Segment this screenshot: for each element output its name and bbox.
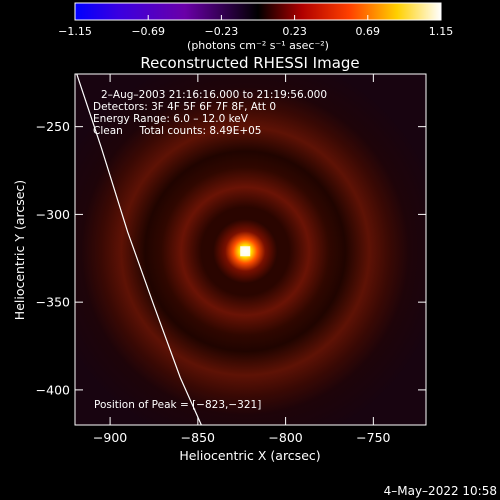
x-tick-label: −800 xyxy=(268,430,302,445)
y-tick-label: −350 xyxy=(36,295,70,310)
colorbar-ticks: −1.15 −0.69 −0.23 0.23 0.69 1.15 xyxy=(58,15,453,38)
colorbar-tick-label: −1.15 xyxy=(58,25,92,38)
colorbar-tick-label: 0.23 xyxy=(282,25,307,38)
info-line-time: 2–Aug–2003 21:16:16.000 to 21:19:56.000 xyxy=(101,89,327,101)
y-tick-label: −400 xyxy=(36,382,70,397)
y-tick-label: −250 xyxy=(36,119,70,134)
y-tick-label: −300 xyxy=(36,207,70,222)
x-axis-label: Heliocentric X (arcsec) xyxy=(179,448,320,463)
colorbar xyxy=(74,2,442,21)
plot-frame xyxy=(74,73,427,426)
info-line-counts: Clean Total counts: 8.49E+05 xyxy=(93,125,262,137)
y-axis-ticks: −250 −300 −350 −400 xyxy=(36,119,426,397)
peak-position-label: Position of Peak = [−823,−321] xyxy=(94,399,261,411)
chart-title: Reconstructed RHESSI Image xyxy=(140,54,359,72)
x-tick-label: −900 xyxy=(93,430,127,445)
x-axis-ticks: −900 −850 −800 −750 xyxy=(93,74,391,445)
info-line-detectors: Detectors: 3F 4F 5F 6F 7F 8F, Att 0 xyxy=(93,101,276,113)
colorbar-tick-label: 1.15 xyxy=(429,25,454,38)
info-block: 2–Aug–2003 21:16:16.000 to 21:19:56.000 … xyxy=(93,89,327,137)
y-axis-label: Heliocentric Y (arcsec) xyxy=(12,180,27,320)
colorbar-tick-label: −0.23 xyxy=(205,25,239,38)
x-tick-label: −750 xyxy=(356,430,390,445)
render-timestamp: 4–May–2022 10:58 xyxy=(384,484,497,498)
colorbar-units-label: (photons cm⁻² s⁻¹ asec⁻²) xyxy=(187,39,329,52)
peak-source xyxy=(240,246,251,257)
solar-limb-line xyxy=(76,74,202,425)
info-line-energy: Energy Range: 6.0 – 12.0 keV xyxy=(93,113,249,125)
plot-area xyxy=(75,74,426,425)
colorbar-tick-label: 0.69 xyxy=(356,25,381,38)
colorbar-tick-label: −0.69 xyxy=(131,25,165,38)
x-tick-label: −850 xyxy=(181,430,215,445)
